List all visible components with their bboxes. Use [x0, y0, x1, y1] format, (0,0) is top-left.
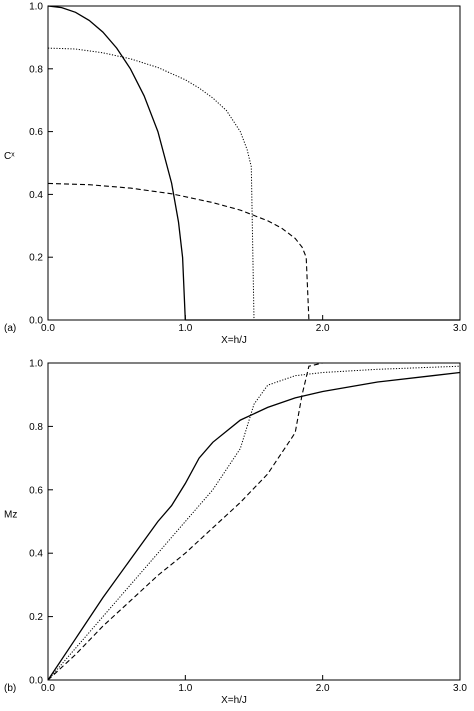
y-tick-label: 0.8: [29, 422, 43, 433]
y-tick-label: 0.6: [29, 127, 43, 138]
x-tick-label: 3.0: [453, 683, 467, 694]
series-line-dotted: [47, 365, 461, 681]
x-tick-label: 2.0: [316, 683, 330, 694]
x-axis-label: X=h/J: [221, 695, 247, 706]
plot-frame: [47, 5, 461, 321]
y-tick-label: 0.4: [29, 549, 43, 560]
y-tick-label: 0.6: [29, 485, 43, 496]
series-line-dotted: [47, 47, 255, 321]
x-axis-label: X=h/J: [221, 335, 247, 346]
x-tick-label: 0.0: [41, 323, 55, 334]
panel-a: 0.0 0.2 0.4 0.6 0.8 1.0 0.0 1.0 2.0 3.0 X=h/J Cˣ (a): [4, 2, 467, 347]
y-tick-label: 0.4: [29, 190, 43, 201]
y-tick-label: 0.0: [29, 316, 43, 327]
x-tick-label: 2.0: [316, 323, 330, 334]
plot-frame: [47, 362, 461, 681]
y-axis-label: Cˣ: [4, 151, 15, 162]
series-line-dashed: [47, 362, 460, 681]
y-tick-label: 1.0: [29, 2, 43, 13]
y-tick-label: 0.2: [29, 612, 43, 623]
series-line-dashed: [47, 182, 310, 321]
y-tick-label: 0.0: [29, 676, 43, 687]
series-line-solid: [47, 5, 186, 321]
y-tick-label: 0.2: [29, 253, 43, 264]
series-line-solid: [47, 371, 461, 681]
x-tick-label: 1.0: [178, 323, 192, 334]
panel-b: 0.0 0.2 0.4 0.6 0.8 1.0 0.0 1.0 2.0 3.0 X=h/J Mz (b): [4, 359, 467, 707]
x-tick-label: 3.0: [453, 323, 467, 334]
x-tick-label: 0.0: [41, 683, 55, 694]
y-tick-label: 0.8: [29, 64, 43, 75]
y-axis-label: Mz: [4, 510, 17, 521]
panel-label: (a): [4, 323, 16, 334]
y-tick-label: 1.0: [29, 359, 43, 370]
panel-label: (b): [4, 683, 16, 694]
x-tick-label: 1.0: [178, 683, 192, 694]
